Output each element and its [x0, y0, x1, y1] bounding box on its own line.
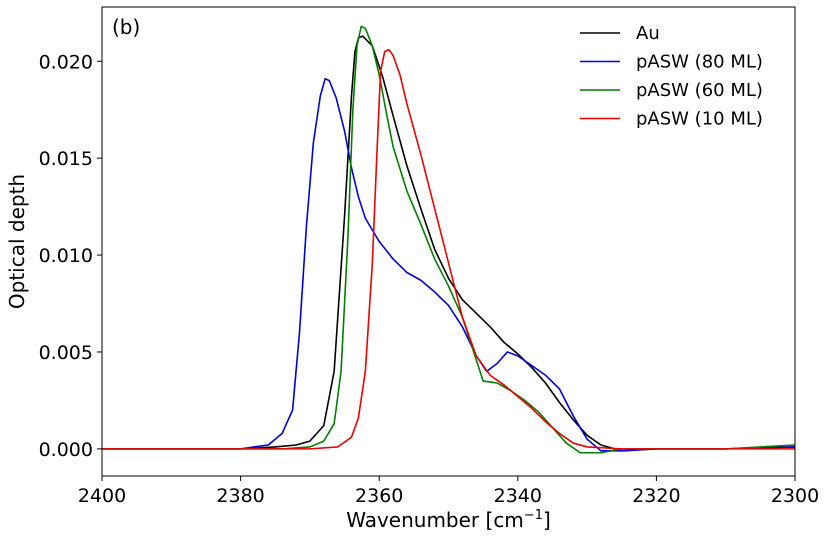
x-tick-label: 2380	[216, 485, 264, 507]
legend-label-3: pASW (60 ML)	[636, 80, 763, 101]
series-line-3	[102, 25, 795, 454]
plot-frame	[101, 6, 796, 477]
x-tick-label: 2340	[494, 485, 542, 507]
series-line-2	[102, 77, 795, 452]
series-line-4	[102, 48, 795, 450]
y-axis-label: Optical depth	[5, 174, 29, 309]
y-tick-label: 0.010	[39, 245, 93, 267]
legend: Au pASW (80 ML) pASW (60 ML) pASW (10 ML)	[580, 23, 763, 130]
y-tick-label: 0.005	[39, 342, 93, 364]
x-tick-label: 2300	[771, 485, 819, 507]
x-tick-label: 2400	[78, 485, 126, 507]
legend-label-4: pASW (10 ML)	[636, 109, 763, 130]
series-layer	[102, 25, 795, 454]
y-tick-label: 0.015	[39, 148, 93, 170]
panel-label: (b)	[112, 15, 140, 39]
x-axis-label-superscript: −1	[524, 508, 543, 523]
x-axis: 2400 2380 2360 2340 2320 2300	[78, 476, 819, 507]
x-tick-label: 2320	[632, 485, 680, 507]
legend-label-1: Au	[636, 23, 660, 44]
x-axis-label-main: Wavenumber [cm	[346, 508, 524, 532]
x-axis-label: Wavenumber [cm−1]	[346, 508, 551, 532]
y-tick-label: 0.000	[39, 439, 93, 461]
y-tick-label: 0.020	[39, 51, 93, 73]
y-axis: 0.000 0.005 0.010 0.015 0.020	[39, 51, 102, 461]
x-axis-label-end: ]	[543, 508, 551, 532]
x-tick-label: 2360	[355, 485, 403, 507]
legend-label-2: pASW (80 ML)	[636, 52, 763, 73]
